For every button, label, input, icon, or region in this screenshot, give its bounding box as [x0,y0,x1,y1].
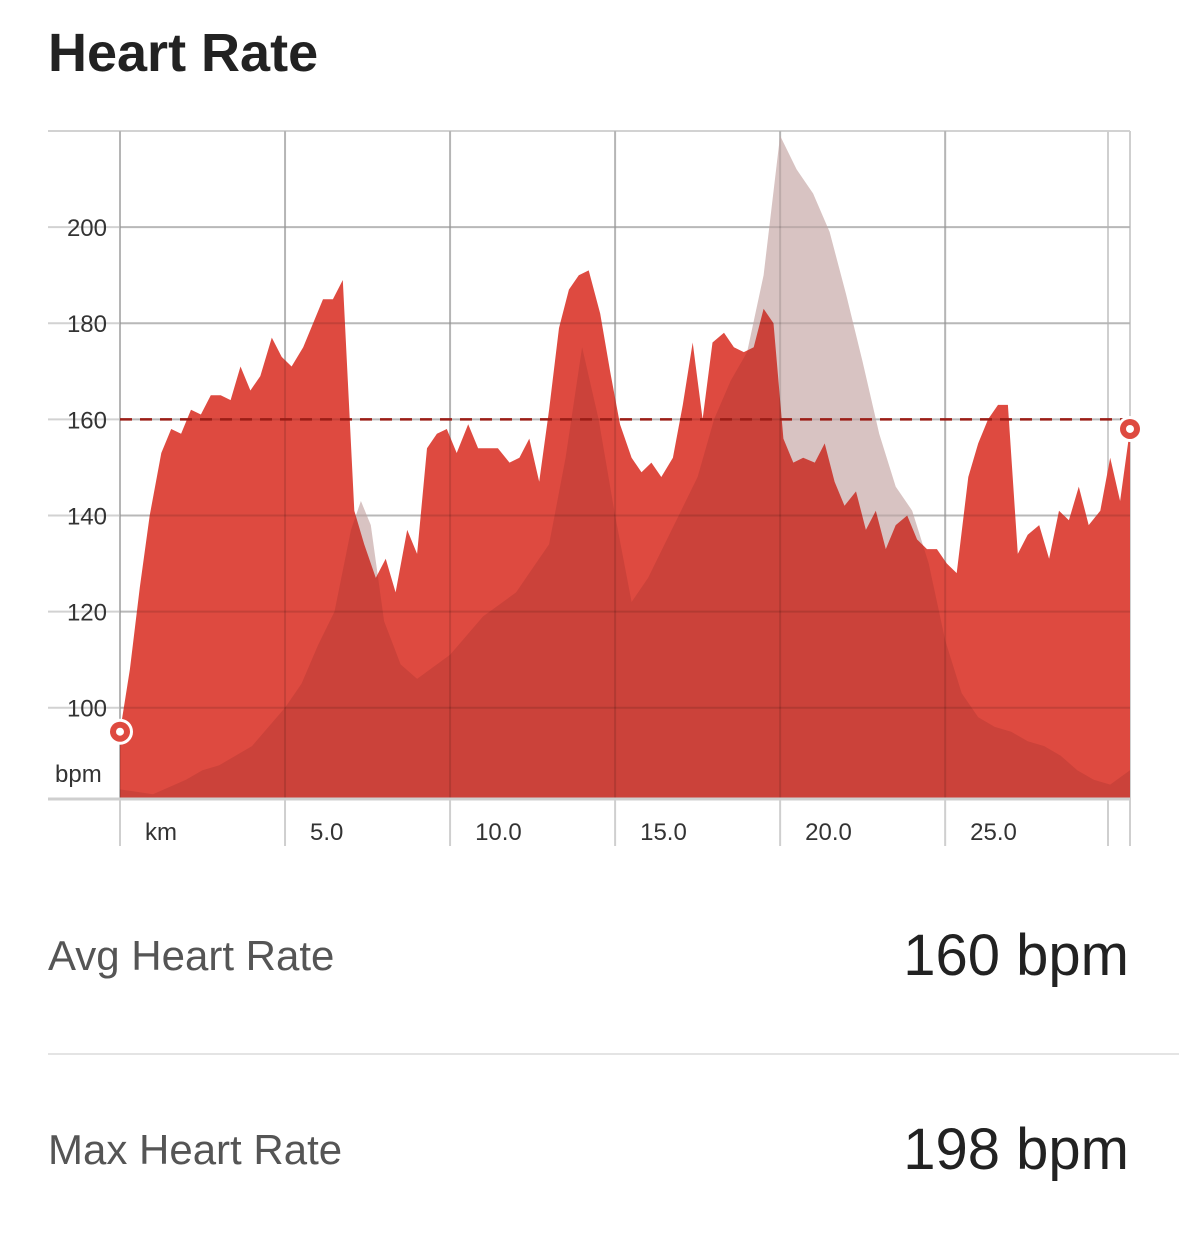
y-tick-label: 120 [67,600,107,627]
heart-rate-area [120,270,1130,799]
y-tick-label: 100 [67,696,107,723]
x-tick-label: 5.0 [310,819,343,846]
y-axis-unit-label: bpm [55,761,102,788]
avg-heart-rate-label: Avg Heart Rate [48,932,335,979]
max-heart-rate-value: 198 bpm [903,1117,1129,1182]
x-tick-label: 20.0 [805,819,852,846]
y-tick-label: 140 [67,503,107,530]
start-marker-center [116,727,124,736]
y-tick-label: 160 [67,407,107,434]
stats-divider [48,1053,1179,1055]
y-tick-label: 180 [67,311,107,338]
end-marker-center [1126,424,1134,433]
elevation-overlay [120,135,1130,800]
x-tick-label: 10.0 [475,819,522,846]
page-title: Heart Rate [48,23,319,83]
y-tick-label: 200 [67,215,107,242]
x-tick-label: 25.0 [970,819,1017,846]
max-heart-rate-label: Max Heart Rate [48,1126,343,1173]
avg-heart-rate-value: 160 bpm [903,923,1129,988]
x-tick-label: 15.0 [640,819,687,846]
x-tick-label: km [145,819,177,846]
heart-rate-chart[interactable]: 100 120 140 160 180 200 bpm km 5.0 10.0 15.0 20.0 25… [0,0,1179,860]
